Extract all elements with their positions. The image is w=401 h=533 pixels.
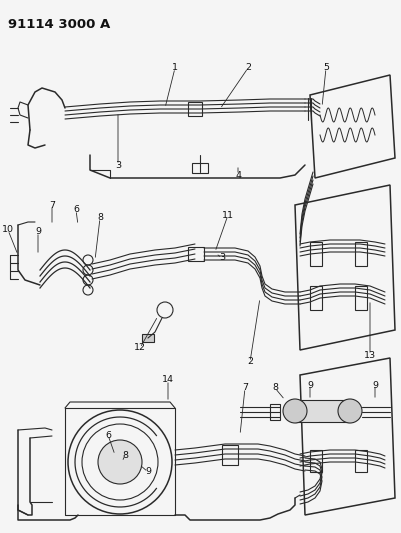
Text: 9: 9 bbox=[145, 467, 151, 477]
Bar bbox=[310, 242, 322, 266]
Text: 5: 5 bbox=[323, 63, 329, 72]
Text: 8: 8 bbox=[122, 450, 128, 459]
Circle shape bbox=[283, 399, 307, 423]
Text: 91114 3000 A: 91114 3000 A bbox=[8, 18, 110, 31]
Text: 4: 4 bbox=[235, 171, 241, 180]
Text: 1: 1 bbox=[172, 63, 178, 72]
Bar bbox=[142, 334, 154, 342]
Bar bbox=[188, 102, 202, 116]
Text: 13: 13 bbox=[364, 351, 376, 359]
Bar bbox=[355, 286, 367, 310]
Bar bbox=[295, 400, 350, 422]
Text: 9: 9 bbox=[372, 381, 378, 390]
Bar bbox=[270, 404, 280, 420]
Text: 2: 2 bbox=[247, 358, 253, 367]
Text: 6: 6 bbox=[105, 431, 111, 440]
Text: 6: 6 bbox=[73, 206, 79, 214]
Bar bbox=[188, 247, 204, 261]
Text: 9: 9 bbox=[307, 381, 313, 390]
Text: 7: 7 bbox=[242, 384, 248, 392]
Bar bbox=[355, 242, 367, 266]
Bar bbox=[355, 450, 367, 472]
Text: 11: 11 bbox=[222, 211, 234, 220]
Bar bbox=[310, 286, 322, 310]
Circle shape bbox=[338, 399, 362, 423]
Bar bbox=[310, 450, 322, 472]
Text: 3: 3 bbox=[115, 160, 121, 169]
Text: 7: 7 bbox=[49, 200, 55, 209]
Circle shape bbox=[98, 440, 142, 484]
Bar bbox=[222, 445, 238, 465]
Text: 8: 8 bbox=[97, 214, 103, 222]
Text: 8: 8 bbox=[272, 384, 278, 392]
Text: 3: 3 bbox=[219, 254, 225, 262]
Text: 2: 2 bbox=[245, 63, 251, 72]
Text: 14: 14 bbox=[162, 376, 174, 384]
Text: 9: 9 bbox=[35, 228, 41, 237]
Bar bbox=[192, 163, 208, 173]
Text: 10: 10 bbox=[2, 225, 14, 235]
Text: 12: 12 bbox=[134, 343, 146, 352]
